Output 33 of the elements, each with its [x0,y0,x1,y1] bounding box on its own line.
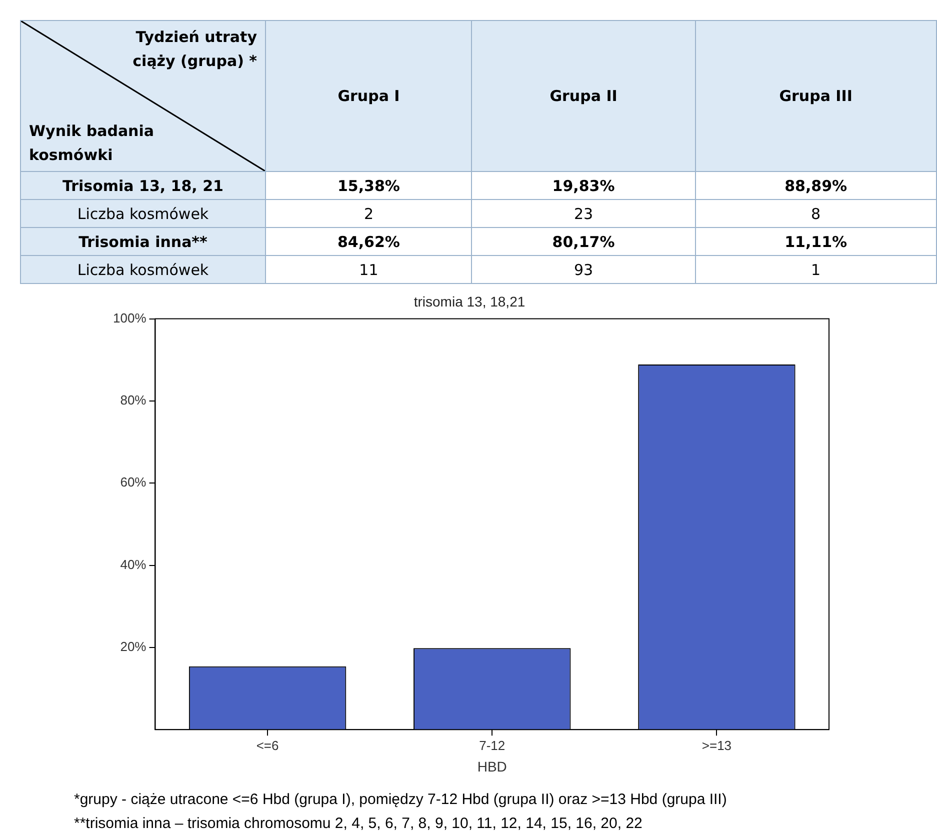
y-tick-label: 20% [120,639,147,654]
x-tick-label: Grupa II [472,20,696,172]
x-tick-label: >=13 [702,738,732,753]
y-axis-title: Wynik badania kosmówki [29,121,156,166]
chart-title: trisomia 13, 18,21 [414,293,526,310]
x-tick-label: 7-12 [479,738,506,753]
row-header-cell: Liczba kosmówek [20,256,266,284]
data-label: 88,89% [695,172,936,200]
y-tick-label: 100% [113,310,147,326]
data-label: 84,62% [266,228,472,256]
row-header-cell: Trisomia inna** [20,228,266,256]
data-label: 19,83% [472,172,696,200]
row-header-cell: Liczba kosmówek [20,200,266,228]
x-tick-label: <=6 [256,738,279,753]
y-tick-label: 80% [120,392,147,408]
data-label: 11 [266,256,472,284]
text: **trisomia inna – trisomia chromosomu 2, 4, 5, 6, 7, 8, 9, 10, 11, 12, 14, 15, 16, 20, 22 [74,814,644,834]
data-label: 11,11% [695,228,936,256]
data-label: 1 [695,256,936,284]
y-tick-label: 40% [120,556,147,572]
y-tick-label: 60% [120,474,147,490]
data-label: 93 [472,256,696,284]
data-label: 8 [695,200,936,228]
row-header-cell: Trisomia 13, 18, 21 [20,172,266,200]
data-label: 23 [472,200,696,228]
data-label: 2 [266,200,472,228]
x-axis-title: Tydzień utraty ciąży (grupa) * [132,27,257,72]
x-tick-label: Grupa III [695,20,936,172]
x-axis-title: HBD [477,758,507,774]
x-tick-label: Grupa I [266,20,472,172]
data-label: 15,38% [266,172,472,200]
text: *grupy - ciąże utracone <=6 Hbd (grupa I), pomiędzy 7-12 Hbd (grupa II) oraz >=13 Hbd (grupa III) [74,790,727,810]
data-label: 80,17% [472,228,696,256]
